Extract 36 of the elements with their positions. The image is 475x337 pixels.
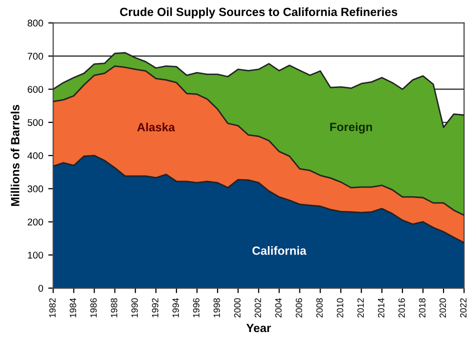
x-tick-label: 1992: [152, 298, 158, 318]
x-tick-label: 2000: [234, 298, 241, 318]
x-axis-title: Year: [246, 324, 271, 332]
x-tick-label: 2018: [419, 298, 426, 318]
x-tick-label: 1994: [172, 298, 179, 318]
y-tick-label: 600: [28, 86, 44, 93]
series-label: Alaska: [137, 122, 176, 132]
y-tick-label: 400: [27, 152, 44, 160]
y-tick-label: 800: [28, 20, 44, 27]
x-tick-label: 2014: [378, 298, 384, 318]
x-tick-label: 2012: [357, 298, 364, 318]
series-label: California: [252, 246, 306, 255]
y-tick-label: 300: [28, 185, 44, 192]
x-tick-label: 1996: [193, 298, 200, 318]
x-tick-label: 2022: [460, 298, 466, 318]
y-tick-label: 700: [28, 52, 44, 60]
y-tick-label: 0: [38, 284, 44, 292]
y-axis-title: Millions of Barrels: [10, 104, 20, 206]
chart-title: Crude Oil Supply Sources to California Refineries: [120, 7, 398, 18]
x-tick-label: 1998: [214, 298, 220, 318]
x-tick-label: 1988: [110, 298, 118, 318]
y-tick-label: 100: [28, 252, 44, 259]
x-tick-label: 2006: [296, 298, 302, 318]
x-tick-label: 1984: [70, 298, 76, 318]
x-tick-label: 2008: [316, 298, 323, 318]
x-tick-label: 2010: [336, 298, 344, 318]
x-tick-label: 1990: [131, 298, 138, 318]
y-tick-label: 500: [28, 119, 44, 126]
x-tick-label: 1982: [49, 298, 56, 318]
x-tick-label: 2002: [254, 298, 262, 318]
series-label: Foreign: [330, 122, 372, 134]
y-tick-label: 200: [28, 218, 44, 226]
x-tick-label: 1986: [90, 298, 97, 318]
x-tick-label: 2020: [440, 298, 446, 318]
x-tick-label: 2004: [275, 298, 282, 318]
x-tick-label: 2016: [398, 298, 405, 318]
